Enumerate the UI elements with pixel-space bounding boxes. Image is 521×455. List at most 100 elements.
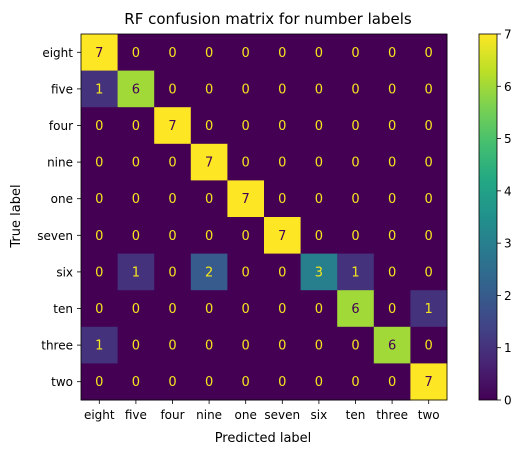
cell-value-label: 0 <box>205 46 213 61</box>
cell-value-label: 0 <box>132 46 140 61</box>
heatmap-cell <box>190 180 228 218</box>
cell-value-label: 0 <box>388 46 396 61</box>
cell-value-label: 0 <box>315 46 323 61</box>
y-tick-label: eight <box>42 46 73 60</box>
cell-value-label: 7 <box>242 192 250 207</box>
cell-value-label: 0 <box>168 339 176 354</box>
heatmap-cell <box>373 363 411 401</box>
heatmap-cell <box>154 217 192 255</box>
heatmap-cell <box>154 326 192 364</box>
heatmap-cell <box>154 290 192 328</box>
heatmap-cell <box>300 70 338 108</box>
heatmap-cell <box>154 70 192 108</box>
cell-value-label: 2 <box>205 265 213 280</box>
heatmap-cell <box>373 143 411 181</box>
cell-value-label: 0 <box>95 119 103 134</box>
cell-value-label: 0 <box>205 192 213 207</box>
plot-frame <box>80 33 448 401</box>
heatmap-cell <box>373 70 411 108</box>
cell-value-label: 0 <box>351 229 359 244</box>
cell-value-label: 0 <box>242 229 250 244</box>
heatmap-cell <box>264 217 302 255</box>
cell-value-label: 0 <box>315 229 323 244</box>
y-tick-label: three <box>41 339 73 353</box>
heatmap-cell <box>81 180 119 218</box>
cell-value-label: 1 <box>351 265 359 280</box>
y-tick-label: seven <box>37 229 73 243</box>
heatmap-cell <box>227 363 265 401</box>
heatmap-cell <box>300 143 338 181</box>
cell-value-label: 0 <box>168 156 176 171</box>
heatmap-cell <box>227 70 265 108</box>
cell-value-label: 3 <box>315 265 323 280</box>
heatmap-cell <box>410 363 448 401</box>
y-axis-label: True label <box>9 184 24 248</box>
cell-value-label: 0 <box>95 302 103 317</box>
heatmap-cell <box>190 107 228 145</box>
heatmap-cell <box>410 70 448 108</box>
heatmap-cell <box>264 34 302 72</box>
cell-value-label: 0 <box>168 46 176 61</box>
heatmap-cell <box>81 217 119 255</box>
heatmap-cell <box>117 107 155 145</box>
cell-value-label: 1 <box>95 82 103 97</box>
y-tick-label: two <box>51 375 73 389</box>
cell-value-label: 0 <box>425 156 433 171</box>
heatmap-cell <box>337 217 375 255</box>
cell-value-label: 0 <box>205 302 213 317</box>
cell-value-label: 0 <box>168 302 176 317</box>
cell-value-label: 0 <box>425 229 433 244</box>
heatmap-cell <box>117 34 155 72</box>
heatmap-cell <box>81 70 119 108</box>
heatmap-cell <box>81 290 119 328</box>
y-tick-label: nine <box>47 156 73 170</box>
y-tick-label: six <box>56 265 73 279</box>
cell-value-label: 0 <box>132 302 140 317</box>
cell-value-label: 0 <box>242 375 250 390</box>
heatmap-cell <box>373 253 411 291</box>
cell-value-label: 0 <box>168 375 176 390</box>
cell-value-label: 0 <box>205 339 213 354</box>
heatmap-cell <box>117 217 155 255</box>
heatmap-cell <box>373 180 411 218</box>
cell-value-label: 0 <box>242 119 250 134</box>
heatmap-cell <box>154 253 192 291</box>
y-tick-label: five <box>51 82 73 96</box>
x-tick-label: two <box>418 408 440 422</box>
heatmap-cell <box>227 107 265 145</box>
cell-value-label: 0 <box>278 265 286 280</box>
heatmap-cell <box>81 363 119 401</box>
cell-value-label: 0 <box>351 46 359 61</box>
x-axis-ticks: eight five four nine one seven six ten three two <box>84 400 440 422</box>
heatmap-cell <box>227 34 265 72</box>
x-tick-label: seven <box>264 408 300 422</box>
cell-value-label: 7 <box>168 119 176 134</box>
heatmap-cell <box>190 253 228 291</box>
cell-value-label: 0 <box>351 375 359 390</box>
cell-value-label: 0 <box>278 339 286 354</box>
cell-value-label: 0 <box>278 375 286 390</box>
cell-value-label: 0 <box>388 265 396 280</box>
x-tick-label: four <box>160 408 184 422</box>
cell-value-label: 0 <box>132 375 140 390</box>
y-tick-label: one <box>51 192 73 206</box>
cell-value-label: 0 <box>95 156 103 171</box>
heatmap-cell <box>117 70 155 108</box>
cell-value-label: 0 <box>315 339 323 354</box>
cell-value-label: 0 <box>351 82 359 97</box>
cell-value-label: 0 <box>242 339 250 354</box>
cell-value-label: 0 <box>95 192 103 207</box>
heatmap-cell <box>410 326 448 364</box>
heatmap-cell <box>190 290 228 328</box>
cell-value-label: 0 <box>425 339 433 354</box>
heatmap-cell <box>337 290 375 328</box>
heatmap-cell <box>190 143 228 181</box>
heatmap-cell <box>264 290 302 328</box>
cell-value-label: 0 <box>95 375 103 390</box>
cell-value-label: 0 <box>132 192 140 207</box>
y-tick-label: four <box>49 119 73 133</box>
heatmap-cell <box>190 326 228 364</box>
cell-value-label: 0 <box>95 265 103 280</box>
cell-value-label: 0 <box>278 156 286 171</box>
heatmap-cell <box>373 290 411 328</box>
